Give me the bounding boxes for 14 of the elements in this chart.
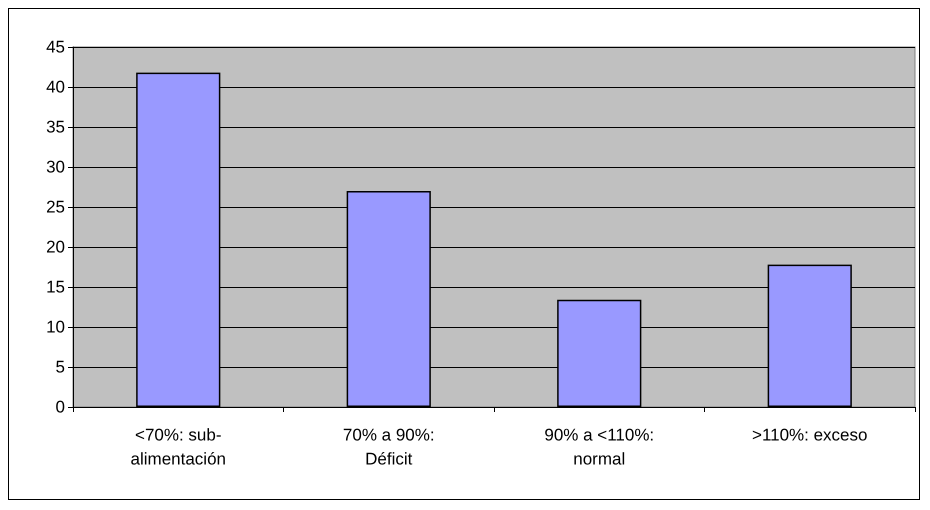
y-tick-label: 5 bbox=[56, 358, 65, 376]
x-tick-label: >110%: exceso bbox=[752, 426, 868, 444]
x-tick-label: 90% a <110%: normal bbox=[544, 426, 654, 468]
y-tick-label: 40 bbox=[46, 78, 65, 96]
y-tick-label: 30 bbox=[46, 158, 65, 176]
y-tick-label: 20 bbox=[46, 238, 65, 256]
y-tick-label: 25 bbox=[46, 198, 65, 216]
x-tick-label: <70%: sub- alimentación bbox=[130, 426, 226, 468]
y-tick-label: 10 bbox=[46, 318, 65, 336]
y-tick-label: 0 bbox=[56, 398, 65, 416]
y-tick-label: 45 bbox=[46, 38, 65, 56]
x-tick-label: 70% a 90%: Déficit bbox=[342, 426, 435, 468]
y-tick-label: 15 bbox=[46, 278, 65, 296]
y-tick-label: 35 bbox=[46, 118, 65, 136]
